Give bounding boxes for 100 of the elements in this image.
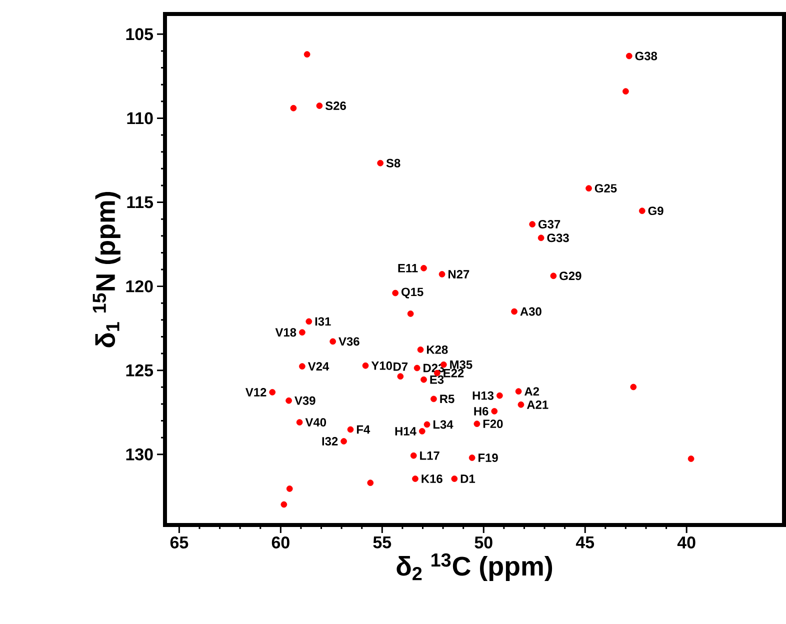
- annotation: I31: [315, 317, 331, 326]
- annotation: E11: [398, 264, 418, 272]
- point: [340, 438, 347, 444]
- point: [622, 88, 629, 95]
- annotation: A2: [524, 387, 540, 396]
- annotation: R5: [440, 394, 454, 404]
- point: [362, 362, 369, 369]
- point: [418, 428, 426, 434]
- y-tick-label: 130: [126, 448, 153, 460]
- point: [280, 501, 288, 508]
- point: [417, 346, 424, 353]
- point: [420, 264, 427, 272]
- point: [474, 420, 480, 427]
- annotation: V40: [305, 418, 326, 427]
- annotation: V39: [294, 396, 316, 405]
- point: [468, 454, 476, 461]
- annotation: G9: [648, 206, 664, 216]
- point: [330, 338, 336, 345]
- point: [286, 486, 293, 492]
- point: [407, 310, 414, 317]
- point: [367, 480, 374, 486]
- point: [538, 234, 544, 242]
- annotation: F4: [356, 425, 370, 434]
- point: [438, 271, 446, 278]
- annotation: H13: [472, 391, 494, 400]
- x-tick-label: 65: [170, 536, 188, 548]
- annotation: V36: [338, 337, 360, 346]
- annotation: D1: [460, 474, 476, 483]
- point: [304, 51, 310, 58]
- x-tick-label: 40: [677, 536, 696, 548]
- point: [306, 318, 312, 325]
- annotation: G29: [560, 272, 582, 280]
- point: [550, 272, 557, 280]
- point: [511, 308, 518, 315]
- point: [515, 388, 522, 395]
- annotation: G33: [547, 234, 569, 242]
- y-axis-title: δ$_{1}$ $^{15}$N (ppm): [92, 192, 120, 348]
- point: [296, 419, 303, 426]
- point: [377, 160, 384, 166]
- y-tick-label: 110: [127, 112, 153, 124]
- point: [299, 329, 306, 336]
- point: [496, 392, 503, 399]
- annotation: F19: [478, 454, 498, 462]
- point: [347, 426, 354, 433]
- annotation: K16: [422, 474, 442, 484]
- y-tick-label: 105: [126, 28, 154, 40]
- annotation: G38: [635, 52, 658, 60]
- annotation: A21: [526, 400, 548, 409]
- annotation: F20: [483, 420, 503, 428]
- annotation: S26: [325, 102, 346, 110]
- x-axis-title: δ$_{2}$ $^{13}$C (ppm): [396, 553, 552, 582]
- annotation: V12: [245, 388, 266, 396]
- point: [420, 376, 427, 383]
- annotation: M35: [450, 360, 472, 369]
- annotation: L17: [420, 451, 440, 460]
- annotation: V18: [275, 328, 296, 337]
- point: [392, 290, 399, 296]
- annotation: K28: [426, 345, 448, 354]
- annotation: A30: [520, 307, 542, 316]
- annotation: I32: [322, 437, 338, 446]
- x-tick-label: 45: [576, 536, 594, 548]
- point: [316, 102, 323, 109]
- annotation: G37: [538, 220, 560, 229]
- point: [638, 208, 646, 214]
- x-tick-label: 60: [272, 536, 290, 548]
- point: [626, 52, 632, 60]
- annotation: N27: [448, 270, 470, 278]
- point: [451, 476, 458, 482]
- point: [630, 384, 637, 390]
- annotation: L34: [433, 420, 454, 429]
- point: [414, 364, 420, 372]
- point: [529, 221, 536, 228]
- point: [410, 452, 417, 459]
- annotation: G25: [594, 184, 617, 193]
- annotation: H6: [474, 406, 488, 416]
- x-tick-label: 50: [474, 536, 492, 548]
- point: [269, 389, 276, 396]
- annotation: E22: [444, 368, 464, 378]
- point: [286, 397, 292, 404]
- annotation: Y10: [371, 361, 392, 370]
- annotation: S8: [386, 158, 400, 168]
- point: [424, 421, 430, 428]
- point: [290, 104, 297, 112]
- point: [299, 363, 306, 370]
- point: [430, 396, 437, 402]
- y-tick-label: 125: [126, 364, 154, 376]
- y-tick-label: 115: [127, 196, 154, 208]
- annotation: E3: [430, 375, 444, 384]
- annotation: H14: [395, 427, 416, 436]
- annotation: D7: [394, 362, 408, 371]
- point: [412, 476, 418, 482]
- y-tick-label: 120: [126, 280, 153, 292]
- annotation: Q15: [402, 288, 424, 298]
- point: [688, 456, 694, 462]
- point: [397, 373, 404, 380]
- point: [491, 408, 498, 414]
- point: [518, 401, 524, 408]
- point: [586, 185, 592, 192]
- x-tick-label: 55: [373, 536, 392, 548]
- annotation: V24: [308, 362, 330, 370]
